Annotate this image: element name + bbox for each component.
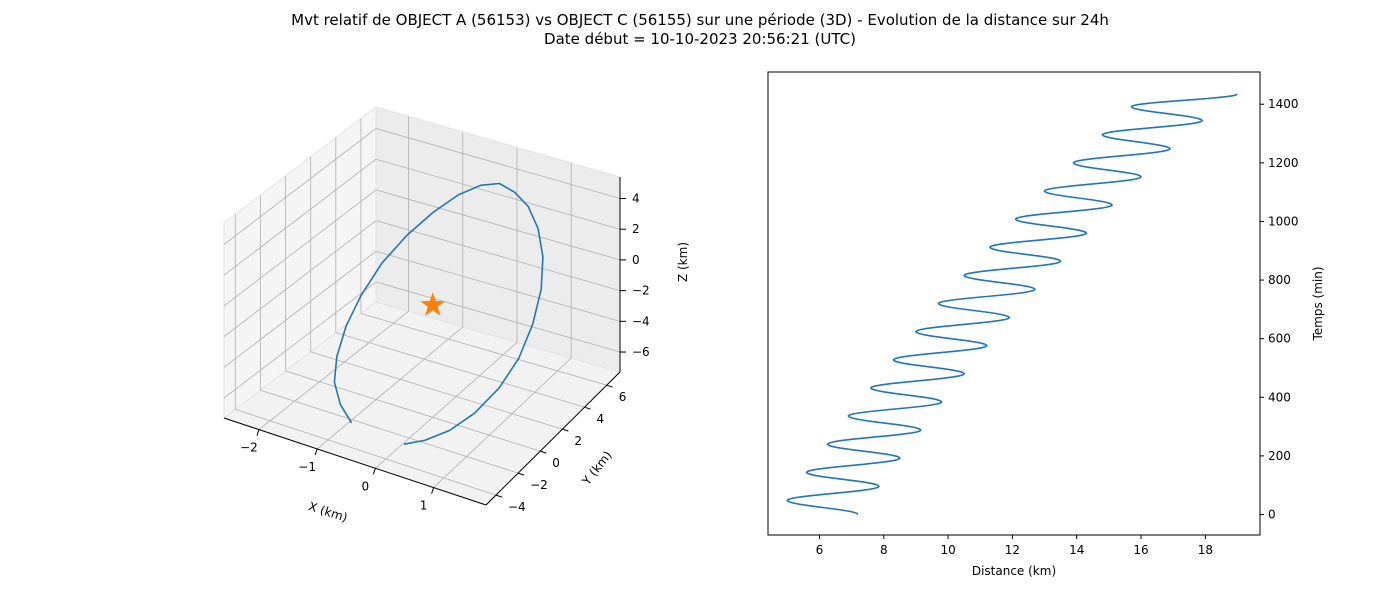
grid-line xyxy=(375,158,621,230)
plot-frame xyxy=(767,71,1261,536)
y-tick-label: 6 xyxy=(619,390,627,404)
x-tick-label: 8 xyxy=(880,543,888,557)
x-tick-label: 0 xyxy=(362,479,370,493)
y-tick-label: 600 xyxy=(1268,332,1291,346)
z-axis-label: Z (km) xyxy=(676,242,690,282)
grid-line xyxy=(375,250,621,322)
x-tick-label: 16 xyxy=(1133,543,1148,557)
grid-line xyxy=(375,189,621,261)
x-tick-label: −2 xyxy=(240,441,258,455)
grid-line xyxy=(223,281,377,399)
y-tick-label: −2 xyxy=(530,478,548,492)
z-tick-label: −2 xyxy=(632,284,650,298)
grid-line xyxy=(433,357,572,488)
grid-line xyxy=(316,326,464,450)
y-tick-label: 800 xyxy=(1268,273,1291,287)
x-tick-label: −1 xyxy=(298,460,316,474)
y-tick-label: 1400 xyxy=(1268,97,1299,111)
y-tick xyxy=(606,384,613,388)
x-tick xyxy=(431,487,435,494)
x-tick xyxy=(314,448,318,456)
figure-subtitle: Date début = 10-10-2023 20:56:21 (UTC) xyxy=(544,30,856,48)
y-tick xyxy=(495,494,503,498)
x-tick-label: 12 xyxy=(1005,543,1020,557)
x-tick-label: 1 xyxy=(420,499,428,513)
distance-line xyxy=(786,93,1238,515)
z-tick-label: −6 xyxy=(632,345,650,359)
y-tick xyxy=(517,472,525,476)
z-tick-label: 2 xyxy=(632,222,640,236)
grid-lines xyxy=(223,116,621,496)
z-tick-label: −4 xyxy=(632,314,650,328)
figure-title: Mvt relatif de OBJECT A (56153) vs OBJEC… xyxy=(291,11,1109,29)
z-tick-label: 0 xyxy=(632,253,640,267)
x-axis-label: Distance (km) xyxy=(972,564,1056,578)
y-tick-label: 0 xyxy=(1268,507,1276,521)
y-tick-label: −4 xyxy=(508,500,526,514)
y-tick-label: 1000 xyxy=(1268,214,1299,228)
grid-line xyxy=(235,408,497,496)
grid-line xyxy=(260,389,519,474)
grid-line xyxy=(223,158,377,276)
grid-line xyxy=(375,281,621,353)
x-tick-label: 14 xyxy=(1069,543,1084,557)
x-axis-line xyxy=(223,417,487,506)
grid-line xyxy=(310,351,563,430)
y-tick-label: 2 xyxy=(574,434,582,448)
grid-line xyxy=(360,313,607,386)
grid-line xyxy=(375,128,621,199)
grid-line xyxy=(375,220,621,292)
x-tick-label: 6 xyxy=(816,543,824,557)
grid-line xyxy=(285,370,541,452)
x-tick-label: 10 xyxy=(940,543,955,557)
grid-line xyxy=(223,128,377,245)
grid-line xyxy=(223,189,377,307)
y-tick-label: 4 xyxy=(597,412,605,426)
x-tick-label: 18 xyxy=(1198,543,1213,557)
y-tick-label: 0 xyxy=(552,456,560,470)
grid-line xyxy=(223,251,377,368)
grid-line xyxy=(335,332,585,408)
star-marker xyxy=(420,292,446,316)
y-tick xyxy=(584,406,591,410)
x-axis-label: X (km) xyxy=(307,499,349,525)
y-axis-label: Y (km) xyxy=(579,448,615,488)
grid-line xyxy=(223,220,377,337)
x-tick xyxy=(256,429,260,436)
grid-line xyxy=(375,342,518,469)
y-tick xyxy=(562,428,569,432)
z-tick-label: 4 xyxy=(632,191,640,205)
y-tick-label: 200 xyxy=(1268,449,1291,463)
y-tick xyxy=(540,450,547,454)
y-axis-label: Temps (min) xyxy=(1311,266,1325,341)
trajectory-line xyxy=(333,182,544,445)
x-tick xyxy=(372,468,376,475)
y-axis-line xyxy=(485,371,621,506)
grid-line xyxy=(258,311,409,430)
y-tick-label: 1200 xyxy=(1268,156,1299,170)
y-tick-label: 400 xyxy=(1268,390,1291,404)
